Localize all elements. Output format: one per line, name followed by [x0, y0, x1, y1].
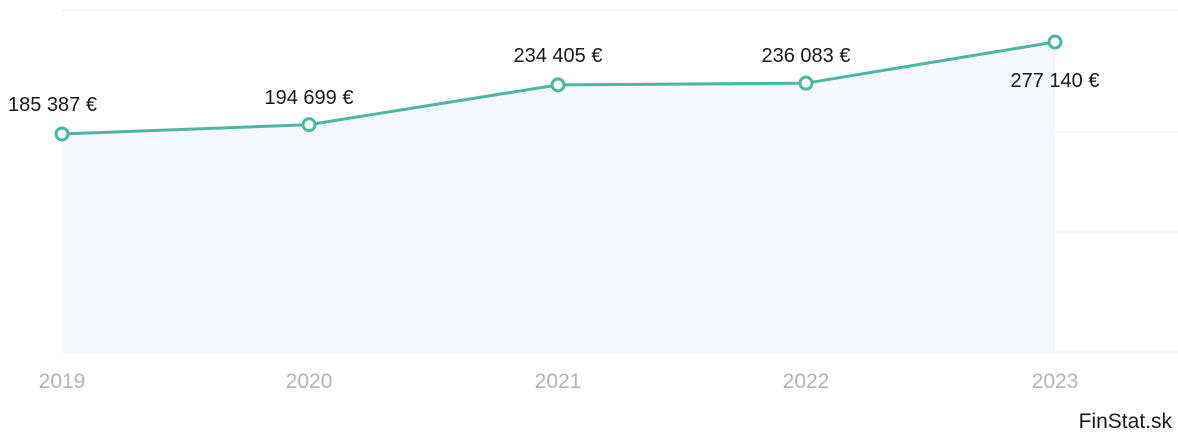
data-point-2022	[798, 75, 814, 91]
area-fill	[62, 42, 1055, 352]
x-tick-2019: 2019	[39, 370, 86, 393]
data-point-2019	[54, 126, 70, 142]
data-point-2021	[550, 77, 566, 93]
data-points	[54, 34, 1063, 142]
x-tick-2022: 2022	[783, 370, 830, 393]
data-point-2020	[301, 117, 317, 133]
data-labels: 185 387 € 194 699 € 234 405 € 236 083 € 277 …	[8, 45, 1099, 116]
data-label-2022: 236 083 €	[762, 45, 851, 67]
data-label-2020: 194 699 €	[265, 87, 354, 109]
data-label-2023: 277 140 €	[1011, 70, 1100, 92]
x-tick-2021: 2021	[535, 370, 582, 393]
data-label-2021: 234 405 €	[514, 45, 603, 67]
x-axis-ticks: 2019 2020 2021 2022 2023	[39, 370, 1079, 393]
x-tick-2023: 2023	[1032, 370, 1079, 393]
data-point-2023	[1047, 34, 1063, 50]
x-tick-2020: 2020	[286, 370, 333, 393]
source-watermark: FinStat.sk	[1078, 410, 1172, 433]
data-label-2019: 185 387 €	[8, 94, 97, 116]
